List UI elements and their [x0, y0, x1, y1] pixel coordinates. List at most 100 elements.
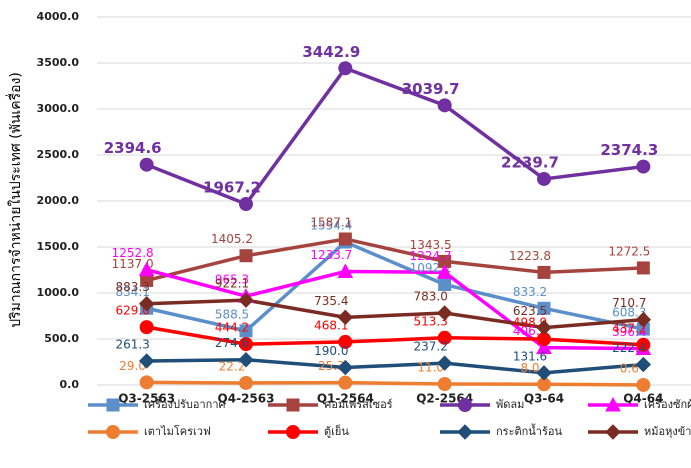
- y-tick-label: 2000.0: [37, 194, 80, 207]
- data-label: 922.1: [215, 277, 249, 291]
- legend-label: คอมเพรสเซอร์: [324, 398, 393, 411]
- data-label: 396.4: [612, 325, 646, 339]
- legend-label: หม้อหุงข้าว: [644, 425, 691, 438]
- y-tick-label: 3000.0: [37, 102, 80, 115]
- data-label: 261.3: [115, 337, 149, 351]
- data-label: 1272.5: [608, 244, 650, 258]
- data-point: [536, 319, 552, 336]
- data-point: [635, 311, 652, 328]
- series-line: [146, 325, 644, 347]
- data-label: 1967.2: [203, 179, 261, 197]
- data-point: [337, 359, 354, 376]
- data-point: [436, 264, 453, 279]
- legend-label: กระติกน้ำร้อน: [496, 423, 562, 438]
- y-tick-label: 1000.0: [37, 286, 80, 299]
- data-label: 3442.9: [302, 43, 360, 61]
- data-label: 237.2: [413, 340, 447, 354]
- data-point: [636, 159, 651, 174]
- x-tick-label: Q3-64: [524, 392, 564, 406]
- series-line: [146, 380, 644, 387]
- legend-marker: [457, 424, 473, 440]
- legend-marker: [605, 396, 621, 412]
- data-label: 444.2: [215, 321, 249, 335]
- data-point: [635, 356, 652, 373]
- data-point: [337, 263, 354, 278]
- legend-marker: [106, 425, 120, 439]
- data-point: [139, 320, 154, 335]
- data-label: 965.3: [215, 273, 249, 287]
- y-tick-label: 3500.0: [37, 56, 80, 69]
- data-label: 629.0: [115, 304, 149, 318]
- data-point: [437, 330, 452, 345]
- data-label: 834.1: [115, 285, 149, 299]
- data-point: [338, 375, 353, 390]
- data-point: [436, 305, 453, 321]
- legend-marker: [286, 398, 300, 412]
- data-label: 29.0: [119, 359, 146, 373]
- data-label: 3039.7: [402, 80, 460, 98]
- data-point: [239, 197, 253, 212]
- data-point: [138, 261, 155, 277]
- data-label: 1233.7: [310, 248, 352, 262]
- data-label: 783.0: [413, 289, 447, 303]
- series-line: [146, 298, 644, 330]
- data-label: 883.3: [115, 280, 149, 294]
- data-label: 190.0: [314, 344, 348, 358]
- legend-label: ตู้เย็น: [324, 424, 349, 438]
- series-line: [146, 357, 644, 375]
- legend-label: พัดลม: [496, 398, 524, 411]
- series-line: [146, 268, 644, 351]
- y-tick-label: 500.0: [44, 332, 79, 345]
- legend-label: เครื่องปรับอากาศ: [144, 396, 225, 411]
- data-label: 588.5: [215, 307, 249, 321]
- data-point: [239, 249, 253, 263]
- legend-label: เตาไมโครเวฟ: [144, 424, 211, 438]
- data-point: [338, 232, 352, 246]
- x-tick-label: Q4-2563: [218, 392, 275, 406]
- data-label: 623.5: [513, 304, 547, 318]
- x-tick-label: Q3-2563: [118, 392, 175, 406]
- data-label: 2374.3: [600, 141, 658, 159]
- data-label: 1405.2: [211, 232, 253, 246]
- data-point: [338, 334, 353, 349]
- y-tick-label: 2500.0: [37, 148, 80, 161]
- data-label: 22.2: [219, 359, 246, 373]
- data-label: 1252.8: [112, 246, 154, 260]
- data-point: [636, 337, 651, 352]
- data-label: 710.7: [612, 296, 646, 310]
- y-axis-title: ปริมาณการจำหน่ายในประเทศ (พันเครื่อง): [6, 72, 24, 328]
- data-point: [536, 339, 552, 355]
- data-point: [239, 337, 253, 352]
- data-label: 437.2: [612, 321, 646, 335]
- y-tick-label: 4000.0: [37, 10, 80, 23]
- data-label: 1137.0: [112, 257, 154, 271]
- data-point: [139, 375, 154, 390]
- data-point: [239, 375, 253, 390]
- series-line: [146, 237, 644, 283]
- data-label: 0.6: [620, 361, 639, 375]
- data-point: [338, 61, 353, 76]
- data-label: 11.0: [417, 360, 444, 374]
- data-label: 2239.7: [501, 153, 559, 171]
- data-label: 1554.4: [310, 218, 352, 232]
- data-point: [536, 365, 552, 381]
- data-label: 608.3: [612, 306, 646, 320]
- legend-marker: [458, 398, 472, 412]
- data-label: 1587.1: [310, 215, 352, 229]
- data-point: [238, 352, 254, 368]
- data-label: 1223.8: [509, 249, 551, 263]
- data-point: [239, 324, 253, 338]
- data-point: [138, 353, 155, 369]
- data-point: [337, 309, 354, 326]
- data-label: 735.4: [314, 294, 348, 308]
- data-label: 274.6: [215, 336, 249, 350]
- data-label: 1224.7: [410, 249, 452, 263]
- legend-marker: [286, 425, 300, 439]
- data-label: 8.0: [520, 361, 539, 375]
- data-point: [138, 296, 155, 312]
- data-point: [537, 301, 551, 315]
- data-point: [139, 157, 154, 172]
- legend-marker: [106, 398, 120, 412]
- data-label: 2394.6: [104, 139, 162, 157]
